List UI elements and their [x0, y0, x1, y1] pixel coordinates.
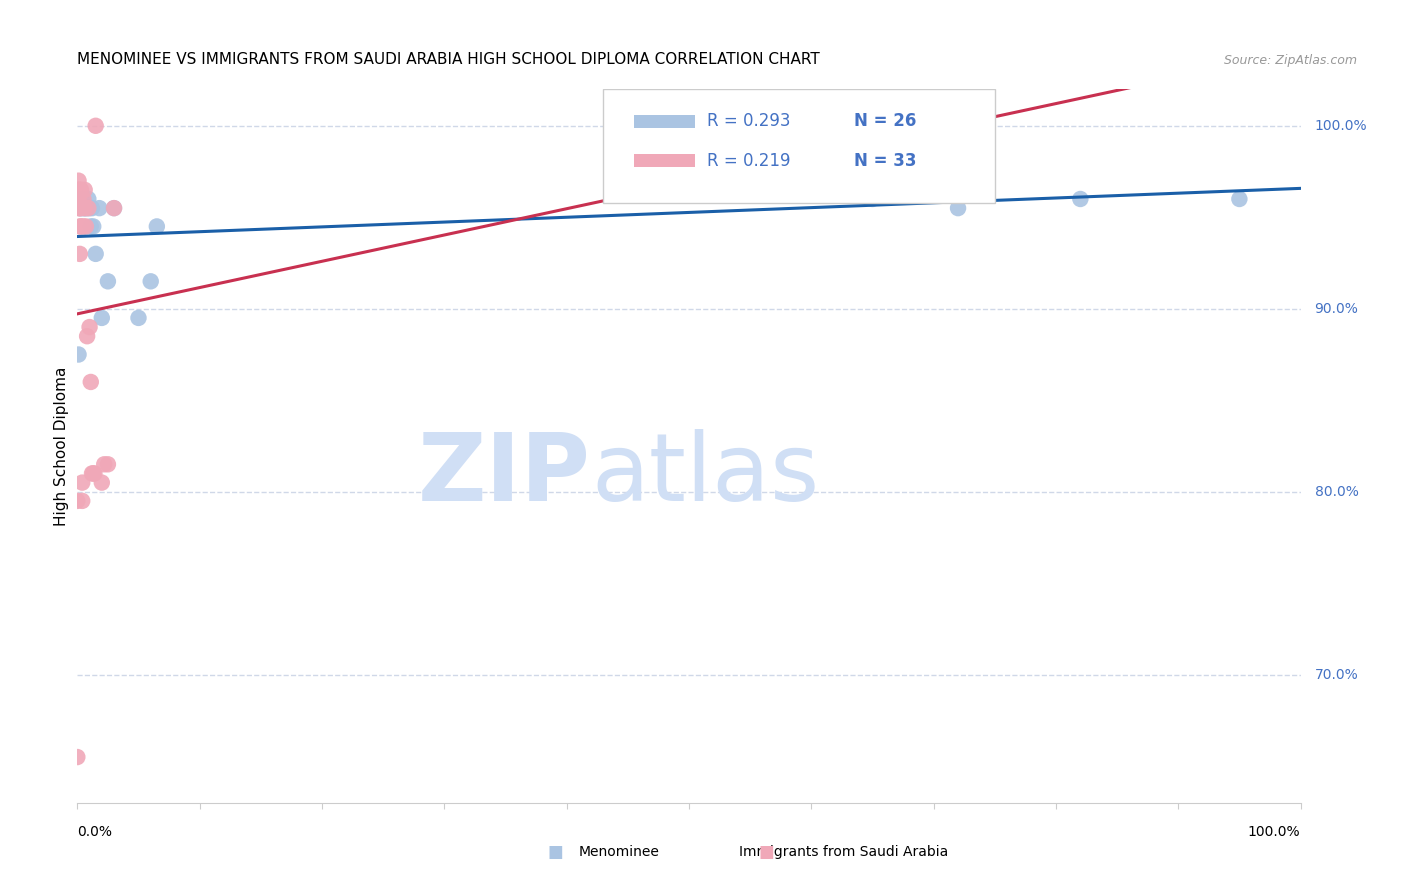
Point	[79, 201, 101, 215]
Text: 70.0%: 70.0%	[1315, 668, 1358, 681]
Text: 100.0%: 100.0%	[1315, 119, 1367, 133]
Point	[73, 183, 96, 197]
Point	[75, 201, 97, 215]
Point	[800, 174, 823, 188]
Point	[70, 201, 93, 215]
Point	[80, 375, 103, 389]
Point	[76, 201, 98, 215]
Point	[67, 347, 90, 361]
Text: ■: ■	[547, 843, 564, 861]
Text: 100.0%: 100.0%	[1249, 825, 1301, 838]
Point	[73, 201, 96, 215]
Point	[72, 192, 94, 206]
Point	[75, 219, 97, 234]
Point	[1069, 192, 1091, 206]
Point	[70, 494, 93, 508]
Point	[886, 119, 908, 133]
Point	[89, 201, 111, 215]
Text: atlas: atlas	[591, 428, 820, 521]
Point	[90, 310, 112, 325]
Point	[80, 467, 103, 481]
Point	[97, 458, 120, 472]
Text: N = 26: N = 26	[853, 112, 917, 130]
Point	[67, 201, 90, 215]
Text: 90.0%: 90.0%	[1315, 301, 1358, 316]
Point	[70, 201, 93, 215]
Point	[82, 219, 104, 234]
Point	[82, 467, 104, 481]
Point	[862, 192, 884, 206]
Point	[103, 201, 125, 215]
Point	[77, 192, 100, 206]
Point	[70, 475, 93, 490]
Point	[69, 183, 91, 197]
Point	[79, 320, 101, 334]
Point	[97, 274, 120, 288]
Point	[67, 192, 90, 206]
Text: Menominee: Menominee	[578, 845, 659, 859]
Point	[69, 201, 91, 215]
Point	[72, 219, 94, 234]
Point	[70, 183, 93, 197]
Point	[70, 192, 93, 206]
Point	[103, 201, 125, 215]
Point	[69, 247, 91, 261]
Text: R = 0.293: R = 0.293	[707, 112, 790, 130]
Text: MENOMINEE VS IMMIGRANTS FROM SAUDI ARABIA HIGH SCHOOL DIPLOMA CORRELATION CHART: MENOMINEE VS IMMIGRANTS FROM SAUDI ARABI…	[77, 52, 820, 67]
FancyBboxPatch shape	[634, 115, 695, 128]
Point	[139, 274, 162, 288]
Point	[1229, 192, 1251, 206]
Point	[77, 201, 100, 215]
Point	[66, 750, 89, 764]
Point	[84, 119, 107, 133]
Point	[946, 201, 969, 215]
FancyBboxPatch shape	[634, 154, 695, 167]
Point	[90, 475, 112, 490]
Point	[72, 201, 94, 215]
Text: N = 33: N = 33	[853, 152, 917, 169]
Point	[76, 329, 98, 343]
Point	[83, 467, 105, 481]
Text: R = 0.219: R = 0.219	[707, 152, 790, 169]
Text: 0.0%: 0.0%	[77, 825, 112, 838]
Text: ■: ■	[758, 843, 775, 861]
Text: Source: ZipAtlas.com: Source: ZipAtlas.com	[1223, 54, 1357, 67]
Point	[80, 201, 103, 215]
Text: ZIP: ZIP	[418, 428, 591, 521]
Point	[127, 310, 149, 325]
Point	[84, 247, 107, 261]
FancyBboxPatch shape	[603, 89, 995, 203]
Point	[67, 174, 90, 188]
Y-axis label: High School Diploma: High School Diploma	[53, 367, 69, 525]
Point	[69, 201, 91, 215]
Point	[73, 201, 96, 215]
Point	[80, 219, 103, 234]
Point	[66, 494, 89, 508]
Text: Immigrants from Saudi Arabia: Immigrants from Saudi Arabia	[740, 845, 948, 859]
Text: 80.0%: 80.0%	[1315, 484, 1358, 499]
Point	[93, 458, 115, 472]
Point	[146, 219, 169, 234]
Point	[69, 219, 91, 234]
Point	[70, 219, 93, 234]
Point	[67, 183, 90, 197]
